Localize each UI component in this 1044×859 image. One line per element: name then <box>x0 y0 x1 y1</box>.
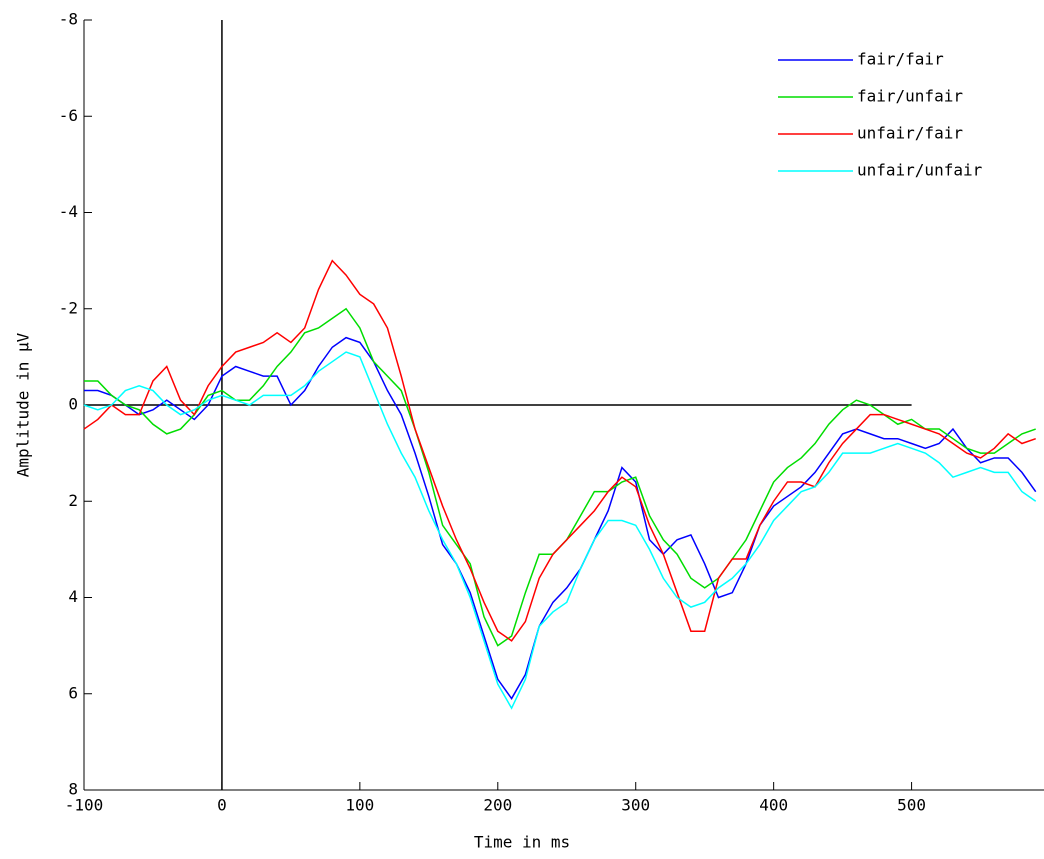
x-tick-label: 100 <box>345 796 374 815</box>
x-tick-label: 0 <box>217 796 227 815</box>
y-tick-label: -4 <box>59 202 78 221</box>
y-tick-label: 4 <box>68 587 78 606</box>
y-axis-label: Amplitude in µV <box>14 332 33 477</box>
series-line <box>83 351 1037 710</box>
y-tick-label: -2 <box>59 298 78 317</box>
x-axis-label: Time in ms <box>474 833 570 852</box>
legend-label: unfair/fair <box>857 124 963 143</box>
x-tick-label: 500 <box>897 796 926 815</box>
y-tick-label: -8 <box>59 10 78 29</box>
x-tick-label: -100 <box>65 796 104 815</box>
x-tick-label: 200 <box>483 796 512 815</box>
y-tick-label: -6 <box>59 106 78 125</box>
legend-label: fair/fair <box>857 50 944 69</box>
x-tick-label: 400 <box>759 796 788 815</box>
y-tick-label: 0 <box>68 395 78 414</box>
series-line <box>84 336 1037 700</box>
y-tick-label: 2 <box>68 491 78 510</box>
y-tick-label: 6 <box>68 683 78 702</box>
y-tick-label: 8 <box>68 780 78 799</box>
legend-label: unfair/unfair <box>857 161 983 180</box>
series-line <box>83 259 1036 642</box>
legend-label: fair/unfair <box>857 87 963 106</box>
x-tick-label: 300 <box>621 796 650 815</box>
